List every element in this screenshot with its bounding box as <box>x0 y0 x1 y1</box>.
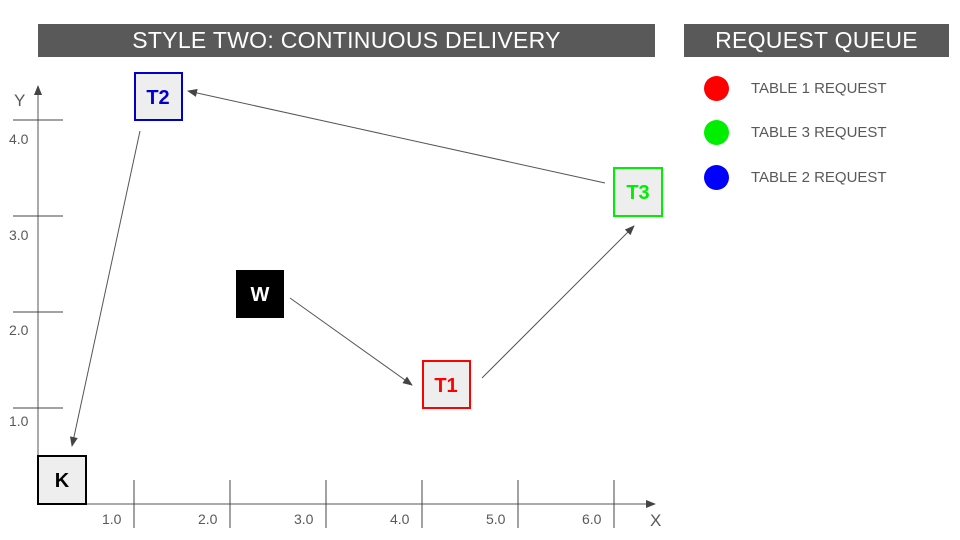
queue-item-label: TABLE 2 REQUEST <box>751 168 887 186</box>
queue-item-table2: TABLE 2 REQUEST <box>704 164 887 190</box>
route-arrow-t2-to-k <box>69 130 141 447</box>
route-arrow-t1-to-t3 <box>481 225 635 379</box>
y-tick-label: 3.0 <box>9 227 29 243</box>
x-tick-label: 5.0 <box>486 511 506 527</box>
table2-node-label: T2 <box>146 87 169 109</box>
table1-request-dot <box>704 75 729 101</box>
table3-node <box>613 167 663 217</box>
y-tick-label: 1.0 <box>9 413 29 429</box>
request-queue-title: REQUEST QUEUE <box>684 24 949 57</box>
table3-node-label: T3 <box>626 182 649 204</box>
queue-item-table1: TABLE 1 REQUEST <box>704 75 887 101</box>
route-arrow-t3-to-t2 <box>187 89 606 184</box>
table2-node <box>134 72 183 121</box>
route-arrow-w-to-t1 <box>289 297 413 386</box>
queue-item-table3: TABLE 3 REQUEST <box>704 119 887 145</box>
x-tick-label: 1.0 <box>102 511 122 527</box>
table1-node <box>422 360 471 409</box>
y-tick-label: 4.0 <box>9 131 29 147</box>
x-tick-label: 6.0 <box>582 511 602 527</box>
waiter-node-label: W <box>251 284 270 306</box>
x-tick-label: 2.0 <box>198 511 218 527</box>
kitchen-node <box>37 455 87 505</box>
kitchen-node-label: K <box>55 470 70 492</box>
table1-node-label: T1 <box>434 375 457 397</box>
diagram-title: STYLE TWO: CONTINUOUS DELIVERY <box>38 24 655 57</box>
table2-request-dot <box>704 164 729 190</box>
x-axis-label: X <box>650 511 661 530</box>
table3-request-dot <box>704 119 729 145</box>
queue-item-label: TABLE 1 REQUEST <box>751 79 887 97</box>
waiter-node <box>236 270 284 318</box>
x-tick-label: 4.0 <box>390 511 410 527</box>
y-axis-label: Y <box>14 91 25 110</box>
x-tick-label: 3.0 <box>294 511 314 527</box>
queue-item-label: TABLE 3 REQUEST <box>751 123 887 141</box>
y-tick-label: 2.0 <box>9 322 29 338</box>
